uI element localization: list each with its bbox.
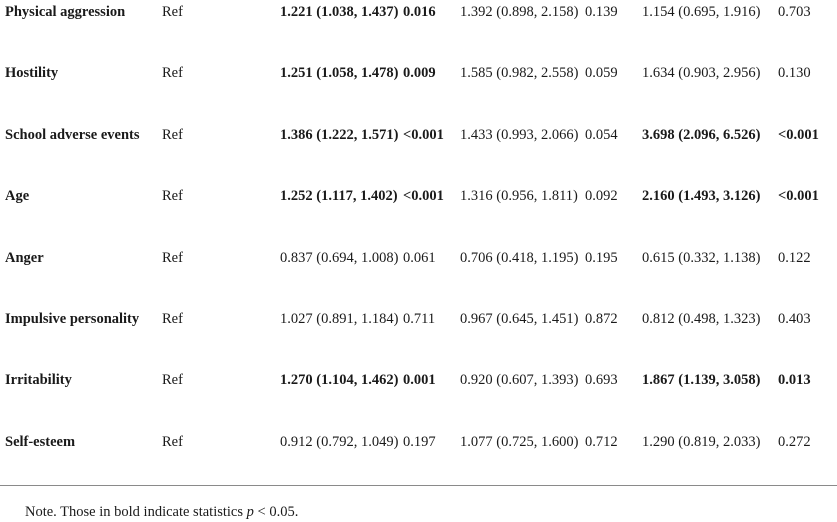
variable-name: Impulsive personality [5,310,140,327]
table-footnote: Note. Those in bold indicate statistics … [25,502,298,522]
p-value-cell: 0.272 [778,433,811,450]
p-value-cell: <0.001 [778,188,819,205]
variable-name: Age [5,188,30,205]
odds-ratio-cell: 0.912 (0.792, 1.049) [280,433,399,450]
variable-name: School adverse events [5,126,140,143]
reference-cell: Ref [162,188,183,205]
odds-ratio-table: Physical aggression Ref 1.221 (1.038, 1.… [0,0,837,491]
odds-ratio-cell: 0.706 (0.418, 1.195) [460,249,579,266]
reference-cell: Ref [162,433,183,450]
p-value-cell: 0.122 [778,249,811,266]
odds-ratio-cell: 2.160 (1.493, 3.126) [642,188,761,205]
p-value-cell: 0.130 [778,65,811,82]
reference-cell: Ref [162,65,183,82]
p-value-cell: <0.001 [778,126,819,143]
p-value-cell: 0.016 [403,4,436,20]
odds-ratio-cell: 1.251 (1.058, 1.478) [280,65,399,82]
reference-cell: Ref [162,372,183,389]
odds-ratio-cell: 1.585 (0.982, 2.558) [460,65,579,82]
odds-ratio-cell: 0.615 (0.332, 1.138) [642,249,761,266]
reference-cell: Ref [162,126,183,143]
odds-ratio-cell: 1.027 (0.891, 1.184) [280,310,399,327]
p-value-cell: 0.139 [585,4,618,20]
odds-ratio-cell: 1.634 (0.903, 2.956) [642,65,761,82]
p-value-cell: 0.197 [403,433,436,450]
table-row: Hostility Ref 1.251 (1.058, 1.478) 0.009… [0,61,837,122]
p-value-cell: 0.872 [585,310,618,327]
table-row: Age Ref 1.252 (1.117, 1.402) <0.001 1.31… [0,184,837,245]
reference-cell: Ref [162,4,183,20]
reference-cell: Ref [162,249,183,266]
odds-ratio-cell: 1.077 (0.725, 1.600) [460,433,579,450]
odds-ratio-cell: 1.392 (0.898, 2.158) [460,4,579,20]
odds-ratio-cell: 0.920 (0.607, 1.393) [460,372,579,389]
p-value-cell: 0.693 [585,372,618,389]
odds-ratio-cell: 0.837 (0.694, 1.008) [280,249,399,266]
p-value-cell: <0.001 [403,126,444,143]
odds-ratio-cell: 1.867 (1.139, 3.058) [642,372,761,389]
table-row: Anger Ref 0.837 (0.694, 1.008) 0.061 0.7… [0,246,837,307]
p-value-cell: 0.092 [585,188,618,205]
variable-name: Physical aggression [5,4,126,20]
p-value-cell: 0.013 [778,372,811,389]
p-value-cell: <0.001 [403,188,444,205]
table-row: Physical aggression Ref 1.221 (1.038, 1.… [0,0,837,61]
reference-cell: Ref [162,310,183,327]
table-body: Physical aggression Ref 1.221 (1.038, 1.… [0,0,837,491]
odds-ratio-cell: 1.433 (0.993, 2.066) [460,126,579,143]
table-row: Self-esteem Ref 0.912 (0.792, 1.049) 0.1… [0,430,837,491]
variable-name: Anger [5,249,44,266]
odds-ratio-cell: 3.698 (2.096, 6.526) [642,126,761,143]
p-value-cell: 0.195 [585,249,618,266]
odds-ratio-cell: 1.154 (0.695, 1.916) [642,4,761,20]
p-value-cell: 0.703 [778,4,811,20]
footnote-p-symbol: p [246,504,254,520]
table-row: Irritability Ref 1.270 (1.104, 1.462) 0.… [0,368,837,429]
p-value-cell: 0.054 [585,126,618,143]
odds-ratio-cell: 1.221 (1.038, 1.437) [280,4,399,20]
odds-ratio-cell: 0.812 (0.498, 1.323) [642,310,761,327]
variable-name: Self-esteem [5,433,76,450]
odds-ratio-cell: 1.252 (1.117, 1.402) [280,188,398,205]
odds-ratio-cell: 1.316 (0.956, 1.811) [460,188,578,205]
p-value-cell: 0.009 [403,65,436,82]
p-value-cell: 0.001 [403,372,436,389]
variable-name: Hostility [5,65,59,82]
footnote-prefix: Note. Those in bold indicate statistics [25,504,247,520]
table-bottom-rule [0,485,837,486]
odds-ratio-cell: 1.290 (0.819, 2.033) [642,433,761,450]
odds-ratio-cell: 0.967 (0.645, 1.451) [460,310,579,327]
table-row: Impulsive personality Ref 1.027 (0.891, … [0,307,837,368]
variable-name: Irritability [5,372,72,389]
p-value-cell: 0.712 [585,433,618,450]
p-value-cell: 0.711 [403,310,436,327]
p-value-cell: 0.061 [403,249,436,266]
table-row: School adverse events Ref 1.386 (1.222, … [0,123,837,184]
odds-ratio-cell: 1.270 (1.104, 1.462) [280,372,399,389]
p-value-cell: 0.059 [585,65,618,82]
p-value-cell: 0.403 [778,310,811,327]
footnote-suffix: < 0.05. [253,504,299,520]
odds-ratio-cell: 1.386 (1.222, 1.571) [280,126,399,143]
